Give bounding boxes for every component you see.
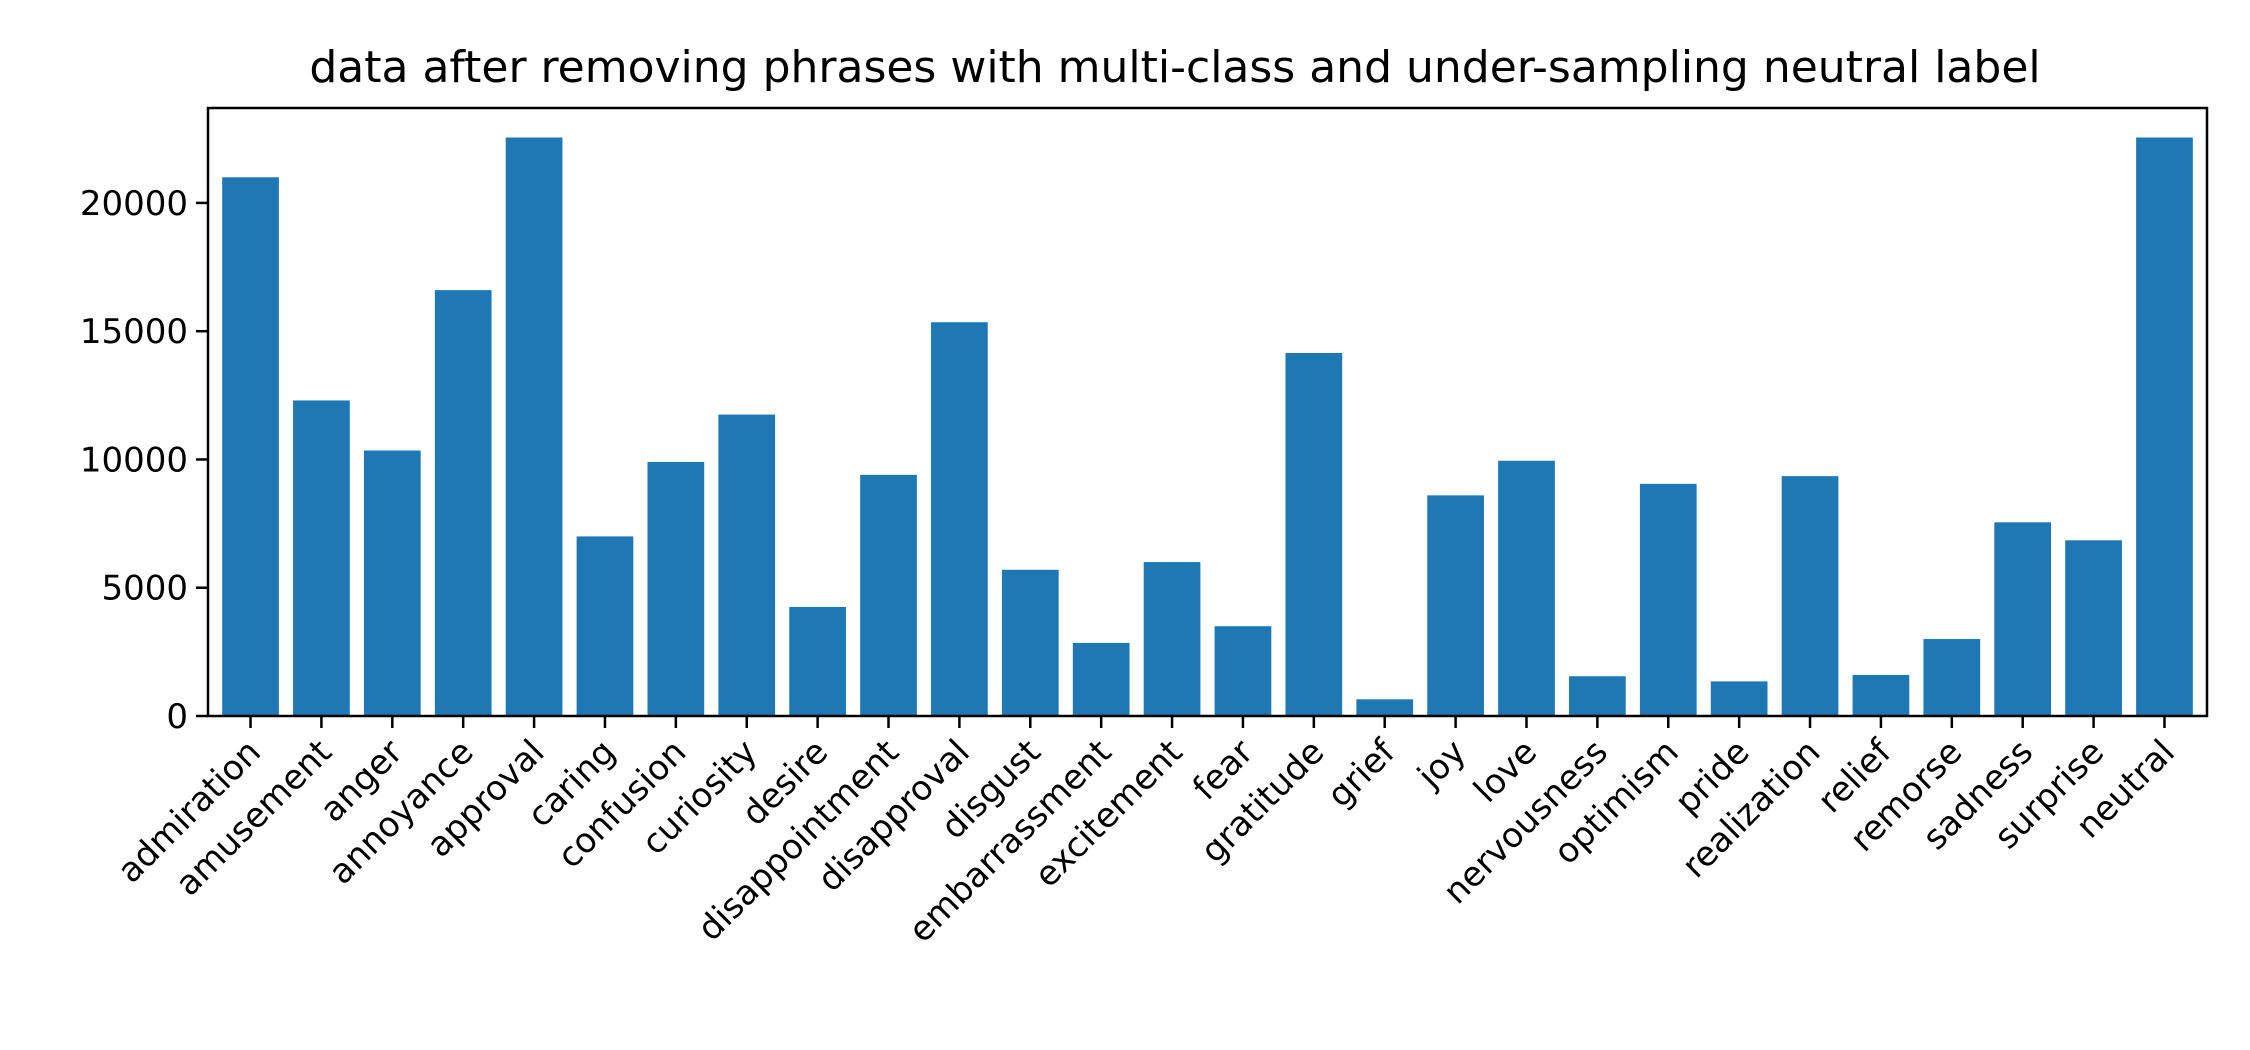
bar-gratitude — [1285, 353, 1343, 716]
bar-fear — [1214, 626, 1272, 716]
bar-amusement — [293, 400, 350, 716]
bar-annoyance — [434, 290, 492, 716]
bar-pride — [1710, 681, 1768, 716]
bar-approval — [505, 137, 563, 716]
bar-love — [1498, 460, 1555, 716]
bar-neutral — [2136, 137, 2193, 716]
bar-surprise — [2065, 540, 2122, 716]
bar-optimism — [1639, 483, 1697, 716]
bar-realization — [1781, 476, 1839, 716]
bar-anger — [363, 450, 421, 716]
y-tick-label-0: 0 — [166, 697, 188, 737]
bar-joy — [1427, 495, 1484, 716]
y-tick-label-5000: 5000 — [101, 569, 188, 609]
chart-title: data after removing phrases with multi-c… — [309, 42, 2040, 93]
bar-remorse — [1923, 639, 1981, 716]
x-tick-label-joy: joy — [1409, 732, 1474, 797]
bar-admiration — [222, 177, 279, 716]
bar-disapproval — [931, 322, 988, 716]
x-axis: admirationamusementangerannoyanceapprova… — [110, 716, 2183, 951]
bar-sadness — [1994, 522, 2052, 716]
y-tick-label-20000: 20000 — [80, 184, 188, 224]
bar-desire — [789, 606, 846, 716]
y-tick-label-10000: 10000 — [80, 440, 188, 480]
bar-excitement — [1143, 562, 1201, 716]
bar-relief — [1852, 674, 1910, 716]
bars-group — [222, 137, 2193, 716]
x-tick-label-grief: grief — [1320, 731, 1404, 815]
bar-embarrassment — [1072, 642, 1130, 716]
y-tick-label-15000: 15000 — [80, 312, 188, 352]
bar-confusion — [647, 462, 705, 716]
bar-disappointment — [860, 474, 917, 716]
plot-frame — [206, 106, 2209, 718]
y-axis: 0 5000 10000 15000 20000 — [80, 184, 208, 737]
bar-nervousness — [1569, 676, 1626, 716]
bar-caring — [576, 536, 634, 716]
bar-curiosity — [718, 414, 776, 716]
bar-grief — [1356, 699, 1414, 716]
bar-disgust — [1001, 569, 1059, 716]
